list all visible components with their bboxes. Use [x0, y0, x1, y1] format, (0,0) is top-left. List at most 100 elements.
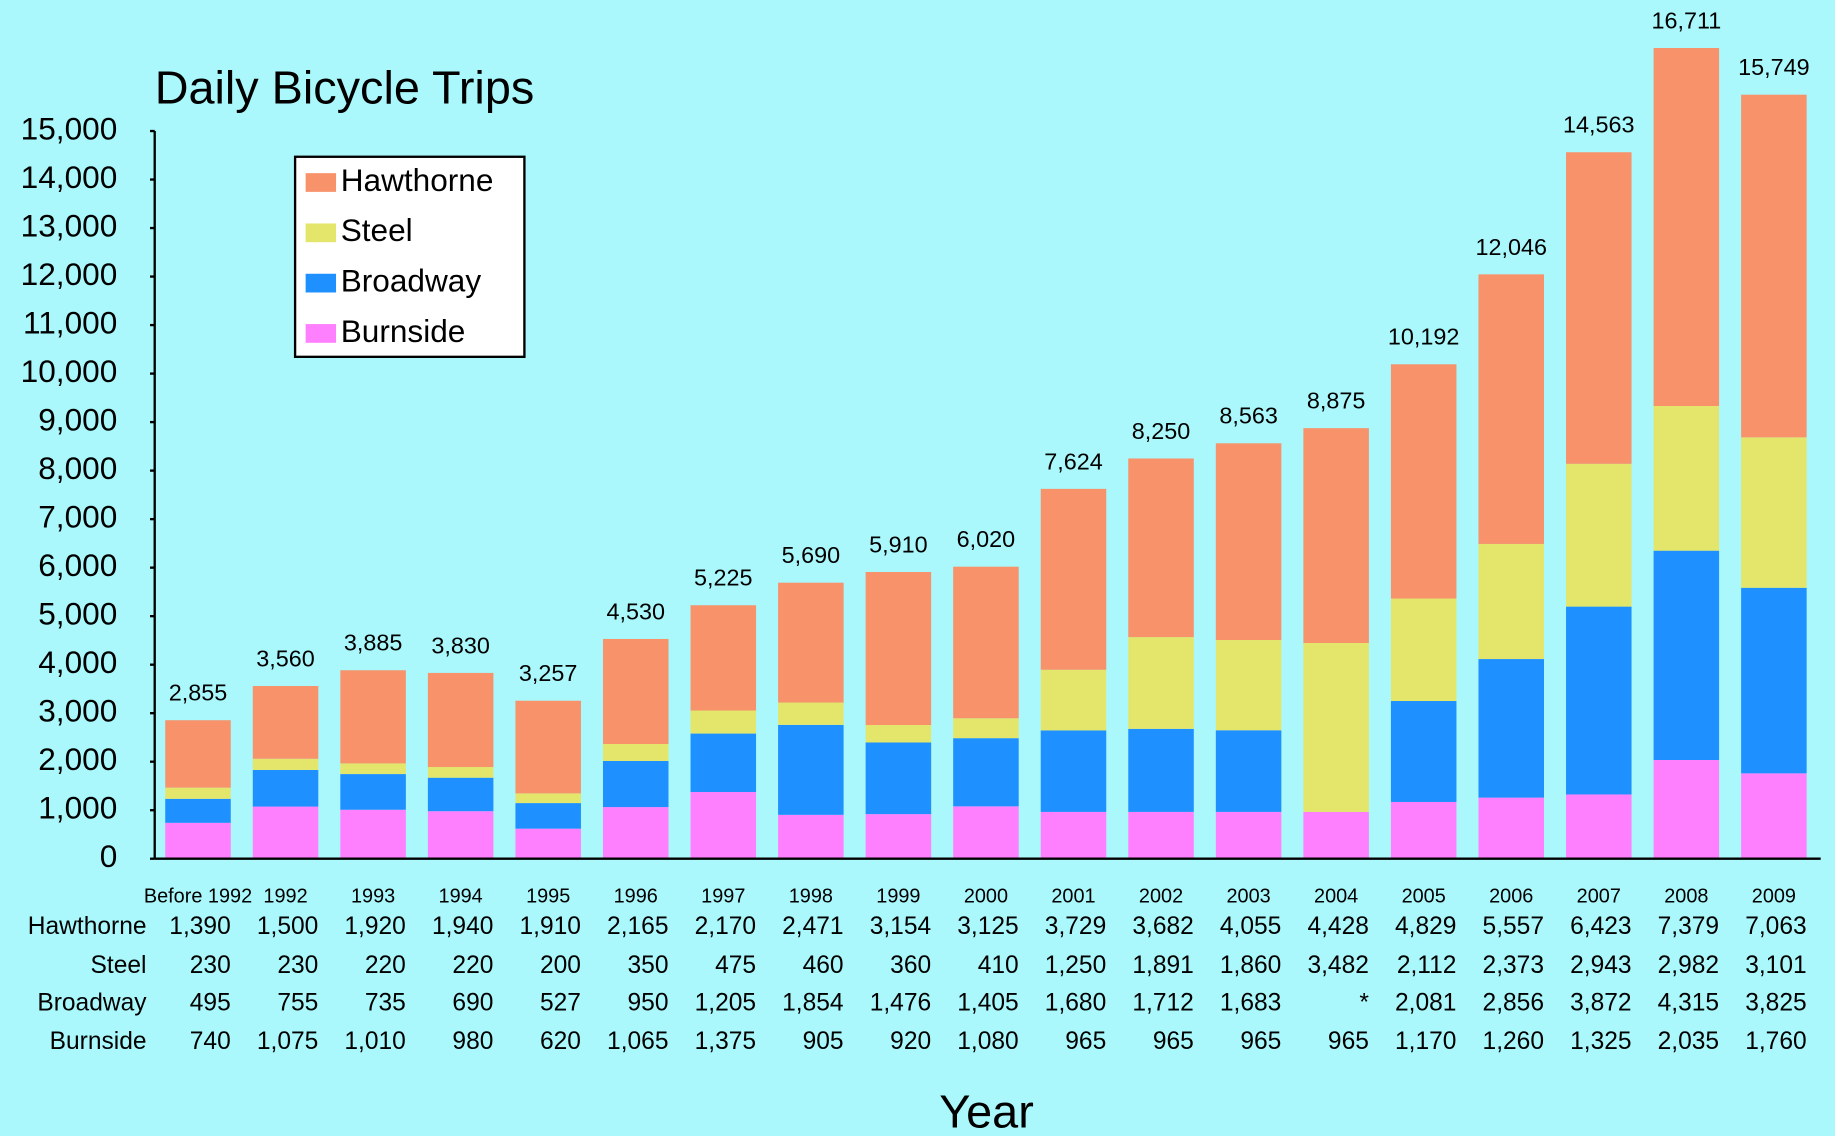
- table-row-label: Burnside: [50, 1028, 147, 1055]
- total-label: 6,020: [957, 526, 1016, 552]
- bar-segment: [865, 814, 932, 859]
- table-cell: 4,315: [1658, 989, 1719, 1016]
- bar-segment: [953, 738, 1019, 807]
- table-cell: 220: [452, 952, 493, 979]
- table-cell: 1,940: [432, 913, 493, 940]
- legend-label: Burnside: [341, 313, 466, 349]
- bar-segment: [1303, 428, 1369, 643]
- table-cell: 460: [803, 952, 844, 979]
- bar-segment: [778, 724, 844, 815]
- bar-segment: [165, 822, 231, 859]
- bar-segment: [865, 572, 932, 726]
- table-cell: 2,856: [1483, 989, 1544, 1016]
- x-tick-label: Before 1992: [144, 886, 252, 908]
- bar-segment: [1566, 794, 1632, 859]
- table-cell: 2,982: [1658, 952, 1719, 979]
- legend-label: Hawthorne: [341, 162, 494, 198]
- table-cell: 1,920: [344, 913, 405, 940]
- table-cell: 1,080: [957, 1028, 1018, 1055]
- bar-segment: [165, 787, 231, 799]
- table-cell: 527: [540, 989, 581, 1016]
- table-cell: 740: [190, 1028, 231, 1055]
- total-label: 4,530: [606, 598, 664, 624]
- total-label: 10,192: [1388, 324, 1460, 350]
- table-cell: 3,101: [1745, 952, 1806, 979]
- table-cell: 620: [540, 1028, 581, 1055]
- table-cell: 1,260: [1483, 1028, 1544, 1055]
- bar-segment: [865, 742, 932, 815]
- table-row-label: Steel: [91, 952, 147, 979]
- x-tick-label: 2001: [1051, 886, 1095, 908]
- bar-segment: [1741, 437, 1807, 588]
- table-cell: 3,825: [1745, 989, 1806, 1016]
- total-label: 5,690: [782, 542, 841, 568]
- table-cell: 1,170: [1395, 1028, 1456, 1055]
- bar-segment: [1128, 728, 1194, 812]
- bar-segment: [427, 672, 494, 768]
- bar-segment: [865, 725, 932, 743]
- bar-segment: [1566, 152, 1632, 464]
- bar-segment: [953, 566, 1019, 719]
- bar-segment: [1478, 797, 1544, 859]
- bar-segment: [1478, 543, 1544, 660]
- table-cell: 1,325: [1570, 1028, 1631, 1055]
- x-tick-label: 1999: [876, 886, 920, 908]
- x-tick-label: 2005: [1402, 886, 1446, 908]
- bar-segment: [1215, 443, 1282, 641]
- x-tick-label: 1996: [614, 886, 658, 908]
- total-label: 3,830: [431, 632, 490, 658]
- total-label: 5,225: [694, 565, 752, 591]
- bar-segment: [1303, 811, 1369, 859]
- x-tick-label: 1997: [701, 886, 745, 908]
- x-tick-label: 1995: [526, 886, 570, 908]
- y-tick-label: 5,000: [38, 596, 117, 632]
- legend-label: Broadway: [341, 262, 482, 298]
- bar-segment: [1040, 669, 1107, 731]
- bar-segment: [690, 605, 757, 711]
- table-cell: 965: [1240, 1028, 1281, 1055]
- bar-segment: [427, 777, 494, 812]
- bar-segment: [515, 793, 581, 804]
- bar-segment: [1128, 458, 1194, 638]
- legend-swatch: [305, 273, 337, 293]
- x-tick-label: 2002: [1139, 886, 1183, 908]
- bar-segment: [1303, 642, 1369, 812]
- x-tick-label: 2007: [1577, 886, 1621, 908]
- bar-segment: [515, 700, 581, 794]
- y-tick-label: 9,000: [38, 401, 117, 437]
- bar-segment: [252, 758, 319, 770]
- bar-segment: [1566, 463, 1632, 607]
- bar-segment: [1128, 811, 1194, 859]
- table-cell: 220: [365, 952, 406, 979]
- legend-swatch: [305, 223, 337, 243]
- bar-segment: [1215, 811, 1282, 859]
- y-tick-label: 15,000: [21, 110, 118, 146]
- bar-segment: [1566, 606, 1632, 795]
- bar-segment: [1390, 801, 1457, 859]
- table-cell: 230: [190, 952, 231, 979]
- bar-segment: [1653, 406, 1720, 551]
- bar-segment: [1390, 701, 1457, 802]
- y-tick-label: 11,000: [23, 304, 117, 340]
- total-label: 8,875: [1307, 388, 1366, 414]
- y-tick-label: 6,000: [38, 547, 117, 583]
- bar-segment: [953, 718, 1019, 739]
- y-tick-label: 4,000: [38, 644, 117, 680]
- table-cell: 1,910: [520, 913, 581, 940]
- y-tick-label: 10,000: [21, 353, 118, 389]
- bar-segment: [1653, 550, 1720, 761]
- table-cell: 4,055: [1220, 913, 1281, 940]
- table-cell: 735: [365, 989, 406, 1016]
- total-label: 3,560: [256, 645, 315, 671]
- table-cell: 980: [452, 1028, 493, 1055]
- table-cell: 965: [1065, 1028, 1106, 1055]
- total-label: 12,046: [1475, 234, 1546, 260]
- legend-label: Steel: [341, 212, 413, 248]
- table-cell: 475: [715, 952, 756, 979]
- bar-segment: [340, 670, 406, 764]
- x-tick-label: 2006: [1489, 886, 1533, 908]
- bar-segment: [953, 806, 1019, 859]
- bar-segment: [690, 710, 757, 734]
- table-cell: 1,010: [344, 1028, 405, 1055]
